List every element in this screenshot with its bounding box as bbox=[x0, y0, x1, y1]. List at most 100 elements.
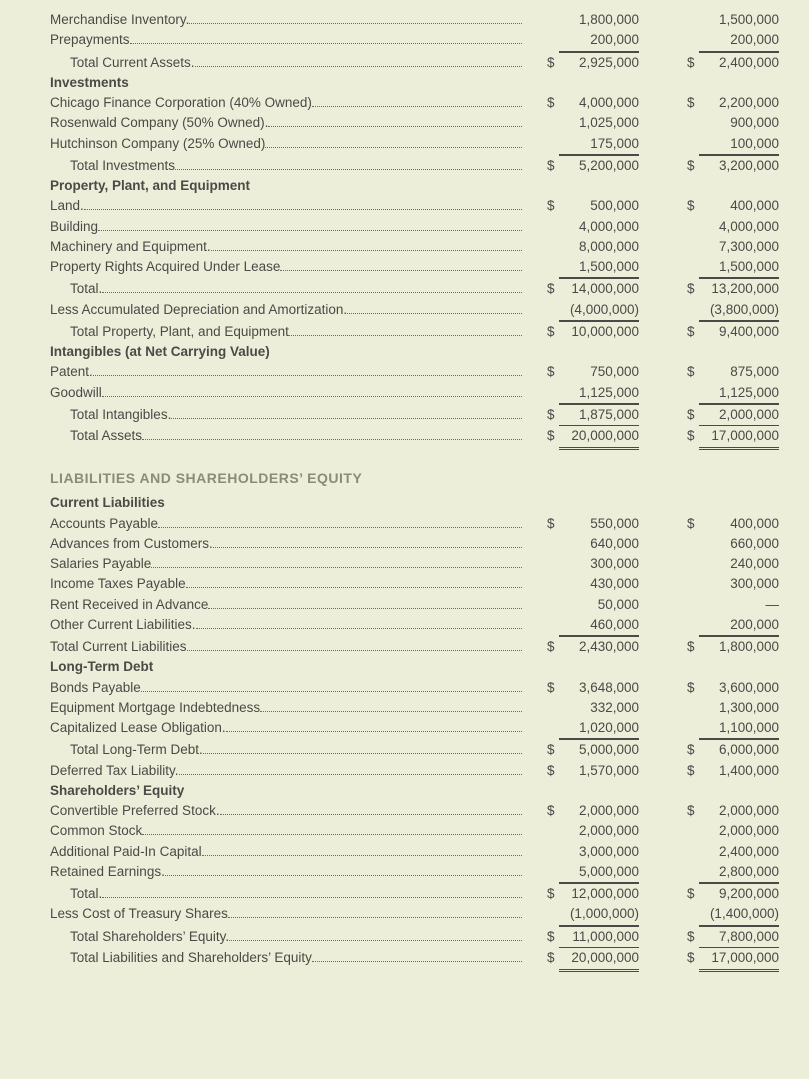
amount: 7,300,000 bbox=[699, 237, 779, 257]
amount: 1,125,000 bbox=[559, 383, 639, 404]
leader-dots bbox=[280, 259, 522, 271]
value-col-1: 1,020,000 bbox=[524, 718, 639, 739]
value-col-2: $ 1,400,000 bbox=[664, 761, 779, 781]
value-col-1: 460,000 bbox=[524, 615, 639, 636]
amount: 1,570,000 bbox=[559, 761, 639, 781]
table-row: Hutchinson Company (25% Owned)175,000100… bbox=[50, 134, 779, 155]
amount: 2,000,000 bbox=[699, 821, 779, 841]
value-col-1: $12,000,000 bbox=[524, 883, 639, 904]
leader-dots bbox=[213, 536, 522, 548]
dollar-sign: $ bbox=[687, 405, 699, 425]
value-col-1: (1,000,000) bbox=[524, 904, 639, 925]
value-col-2: $ 2,200,000 bbox=[664, 93, 779, 113]
row-label: Common Stock bbox=[50, 821, 142, 841]
dollar-sign: $ bbox=[547, 426, 559, 446]
row-label: Chicago Finance Corporation (40% Owned) bbox=[50, 93, 312, 113]
amount: 9,400,000 bbox=[699, 321, 779, 342]
amount: 2,000,000 bbox=[559, 821, 639, 841]
dollar-sign: $ bbox=[687, 678, 699, 698]
dollar-sign: $ bbox=[547, 740, 559, 760]
leader-dots bbox=[265, 135, 522, 147]
leader-dots bbox=[102, 384, 522, 396]
value-col-1: 50,000 bbox=[524, 595, 639, 615]
value-col-2: $ 1,800,000 bbox=[664, 636, 779, 657]
row-label: Additional Paid-In Capital bbox=[50, 842, 202, 862]
amount: 8,000,000 bbox=[559, 237, 639, 257]
amount: 2,000,000 bbox=[699, 404, 779, 425]
table-row: Patent.$ 750,000$ 875,000 bbox=[50, 362, 779, 382]
leader-dots bbox=[211, 239, 522, 251]
value-col-1: $ 750,000 bbox=[524, 362, 639, 382]
value-col-1: 1,025,000 bbox=[524, 113, 639, 133]
table-row: Convertible Preferred Stock.$ 2,000,000$… bbox=[50, 801, 779, 821]
table-row: Income Taxes Payable430,000300,000 bbox=[50, 574, 779, 594]
leader-dots bbox=[229, 928, 522, 940]
dollar-sign: $ bbox=[547, 801, 559, 821]
row-label: Total Current Liabilities bbox=[50, 637, 187, 657]
table-row: Total.$12,000,000$ 9,200,000 bbox=[50, 883, 779, 904]
value-col-2: 900,000 bbox=[664, 113, 779, 133]
row-label: Less Accumulated Depreciation and Amorti… bbox=[50, 300, 347, 320]
value-col-1: $ 4,000,000 bbox=[524, 93, 639, 113]
leader-dots bbox=[208, 596, 522, 608]
value-col-2: 4,000,000 bbox=[664, 217, 779, 237]
value-col-2: $ 875,000 bbox=[664, 362, 779, 382]
amount: 2,430,000 bbox=[559, 636, 639, 657]
table-row: Merchandise Inventory.1,800,0001,500,000 bbox=[50, 10, 779, 30]
dollar-sign: $ bbox=[547, 514, 559, 534]
subsection-header: Investments bbox=[50, 73, 129, 93]
amount: 5,000,000 bbox=[559, 739, 639, 760]
value-col-2: 100,000 bbox=[664, 134, 779, 155]
value-col-1: $20,000,000 bbox=[524, 947, 639, 972]
amount: 875,000 bbox=[699, 362, 779, 382]
dollar-sign: $ bbox=[547, 93, 559, 113]
dollar-sign: $ bbox=[547, 156, 559, 176]
amount: 1,100,000 bbox=[699, 718, 779, 739]
dollar-sign: $ bbox=[687, 362, 699, 382]
dollar-sign: $ bbox=[547, 884, 559, 904]
amount: 430,000 bbox=[559, 574, 639, 594]
table-row: Total Intangibles.$ 1,875,000$ 2,000,000 bbox=[50, 404, 779, 425]
leader-dots bbox=[195, 54, 522, 66]
value-col-1: 1,500,000 bbox=[524, 257, 639, 278]
value-col-1: $14,000,000 bbox=[524, 278, 639, 299]
table-row: Machinery and Equipment.8,000,0007,300,0… bbox=[50, 237, 779, 257]
amount: 10,000,000 bbox=[559, 321, 639, 342]
value-col-2: 660,000 bbox=[664, 534, 779, 554]
dollar-sign: $ bbox=[687, 196, 699, 216]
leader-dots bbox=[289, 324, 522, 336]
amount: 3,200,000 bbox=[699, 155, 779, 176]
table-row: Total Liabilities and Shareholders’ Equi… bbox=[50, 947, 779, 972]
amount: 175,000 bbox=[559, 134, 639, 155]
amount: 400,000 bbox=[699, 196, 779, 216]
table-row: Total.$14,000,000$13,200,000 bbox=[50, 278, 779, 299]
dollar-sign: $ bbox=[687, 279, 699, 299]
value-col-2: 1,300,000 bbox=[664, 698, 779, 718]
amount: 460,000 bbox=[559, 615, 639, 636]
table-row: Advances from Customers.640,000660,000 bbox=[50, 534, 779, 554]
amount: 7,800,000 bbox=[699, 926, 779, 947]
amount: 14,000,000 bbox=[559, 278, 639, 299]
leader-dots bbox=[189, 12, 522, 24]
leader-dots bbox=[202, 843, 522, 855]
value-col-1: 300,000 bbox=[524, 554, 639, 574]
value-col-1: 5,000,000 bbox=[524, 862, 639, 883]
table-row: Total Investments$ 5,200,000$ 3,200,000 bbox=[50, 155, 779, 176]
amount: 17,000,000 bbox=[699, 425, 779, 450]
subsection-header: Shareholders’ Equity bbox=[50, 781, 184, 801]
value-col-2: $ 3,200,000 bbox=[664, 155, 779, 176]
amount: 2,000,000 bbox=[699, 801, 779, 821]
leader-dots bbox=[220, 803, 522, 815]
table-row: Other Current Liabilities.460,000200,000 bbox=[50, 615, 779, 636]
table-row: Total Current Liabilities$ 2,430,000$ 1,… bbox=[50, 636, 779, 657]
dollar-sign: $ bbox=[547, 322, 559, 342]
value-col-2: 2,400,000 bbox=[664, 842, 779, 862]
row-label: Accounts Payable bbox=[50, 514, 158, 534]
row-label: Property Rights Acquired Under Lease bbox=[50, 257, 280, 277]
value-col-1: 2,000,000 bbox=[524, 821, 639, 841]
value-col-1: $11,000,000 bbox=[524, 926, 639, 947]
amount: 12,000,000 bbox=[559, 883, 639, 904]
dollar-sign: $ bbox=[547, 279, 559, 299]
leader-dots bbox=[312, 95, 522, 107]
value-col-2: 1,500,000 bbox=[664, 10, 779, 30]
